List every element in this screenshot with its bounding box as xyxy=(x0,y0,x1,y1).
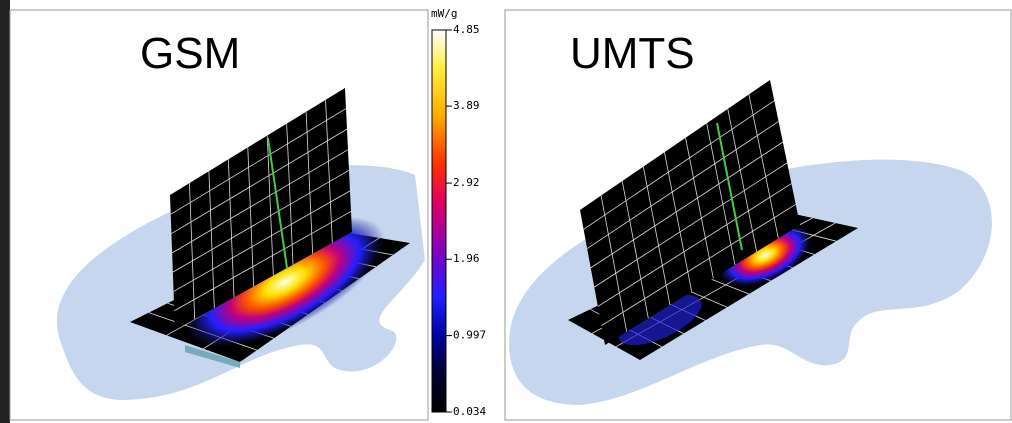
tick-label: 0.034 xyxy=(453,405,486,418)
tick-label: 0.997 xyxy=(453,329,486,342)
tick-label: 4.85 xyxy=(453,23,480,36)
panel-label: UMTS xyxy=(570,29,695,78)
tick-label: 1.96 xyxy=(453,252,480,265)
panel-label: GSM xyxy=(140,29,240,78)
scene: GSM UMTS mW/g 4.85 3.89 2.92 1.96 0.997 0.034 xyxy=(0,0,1012,423)
tick-label: 2.92 xyxy=(453,176,480,189)
colorbar xyxy=(432,30,446,412)
colorbar-unit: mW/g xyxy=(431,7,458,20)
edge xyxy=(0,0,10,423)
tick-label: 3.89 xyxy=(453,99,480,112)
